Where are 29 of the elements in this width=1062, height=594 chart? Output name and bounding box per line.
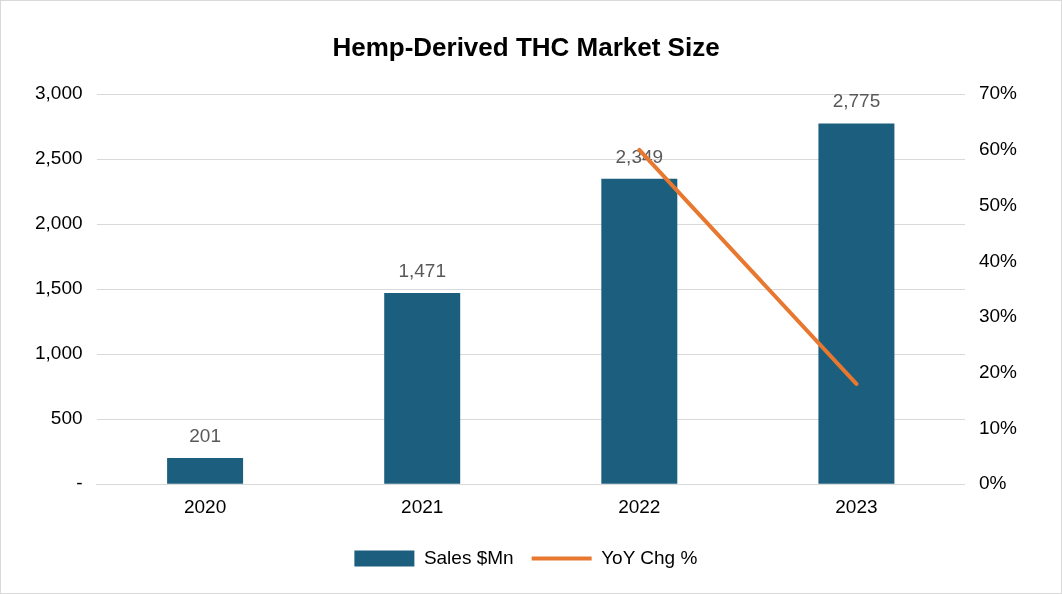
bar: [384, 292, 461, 484]
y2-tick-label: 30%: [978, 305, 1018, 327]
x-tick-label: 2021: [401, 495, 444, 517]
legend-label: Sales $Mn: [423, 546, 514, 568]
legend-label: YoY Chg %: [601, 546, 698, 568]
bar: [601, 178, 678, 484]
y-tick-label: 1,000: [35, 342, 83, 364]
y-tick-label: 3,000: [35, 82, 83, 104]
x-tick-label: 2023: [835, 495, 878, 517]
y-tick-label: 2,000: [35, 212, 83, 234]
y-tick-label: 1,500: [35, 277, 83, 299]
y-tick-label: -: [76, 472, 83, 494]
x-tick-label: 2020: [183, 495, 227, 517]
bar: [818, 123, 895, 484]
data-label: 1,471: [398, 259, 446, 281]
y2-tick-label: 60%: [978, 138, 1018, 160]
y2-tick-label: 0%: [978, 472, 1007, 494]
y-tick-label: 500: [50, 407, 83, 429]
chart-title: Hemp-Derived THC Market Size: [332, 31, 720, 62]
y2-tick-label: 40%: [978, 249, 1018, 271]
y2-tick-label: 20%: [978, 361, 1018, 383]
data-label: 2,775: [832, 90, 881, 112]
y-tick-label: 2,500: [35, 147, 83, 169]
y2-tick-label: 10%: [978, 416, 1018, 438]
y2-tick-label: 70%: [978, 82, 1018, 104]
bar: [167, 458, 244, 484]
y2-tick-label: 50%: [978, 193, 1018, 215]
data-label: 201: [189, 424, 221, 446]
x-tick-label: 2022: [618, 495, 661, 517]
